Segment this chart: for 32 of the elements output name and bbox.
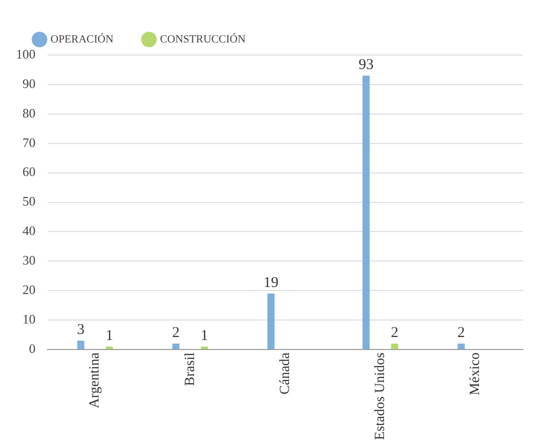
y-tick-label: 80 xyxy=(22,105,36,120)
y-tick-label: 70 xyxy=(22,134,36,150)
y-tick-label: 50 xyxy=(22,194,36,209)
x-tick-label: Estados Unidos xyxy=(373,352,388,440)
data-label: 1 xyxy=(200,328,208,344)
bar xyxy=(77,340,84,349)
data-label: 3 xyxy=(77,322,85,338)
y-tick-label: 40 xyxy=(22,223,36,238)
x-tick-label: Argentina xyxy=(88,352,103,408)
data-label: 2 xyxy=(457,325,465,342)
data-label: 19 xyxy=(263,274,278,291)
x-tick-label: Cánada xyxy=(278,352,293,394)
bar xyxy=(172,344,180,349)
legend-label: OPERACIÓN xyxy=(50,32,114,46)
y-tick-label: 20 xyxy=(22,282,36,298)
data-label: 1 xyxy=(106,328,114,344)
y-tick-label: 60 xyxy=(22,164,36,180)
y-tick-label: 90 xyxy=(22,76,36,91)
x-tick-label: México xyxy=(468,352,484,396)
y-tick-label: 10 xyxy=(22,311,36,326)
data-label: 93 xyxy=(358,57,374,74)
y-tick-label: 30 xyxy=(22,252,36,268)
y-tick-label: 0 xyxy=(29,340,36,356)
data-label: 2 xyxy=(390,325,398,342)
data-label: 2 xyxy=(172,325,180,342)
bar xyxy=(267,294,275,349)
bar xyxy=(458,344,465,349)
legend-label: CONSTRUCCIÓN xyxy=(160,32,246,46)
y-tick-label: 100 xyxy=(16,46,36,62)
x-tick-label: Brasil xyxy=(182,352,198,386)
bar xyxy=(362,76,370,349)
bar xyxy=(391,344,398,349)
